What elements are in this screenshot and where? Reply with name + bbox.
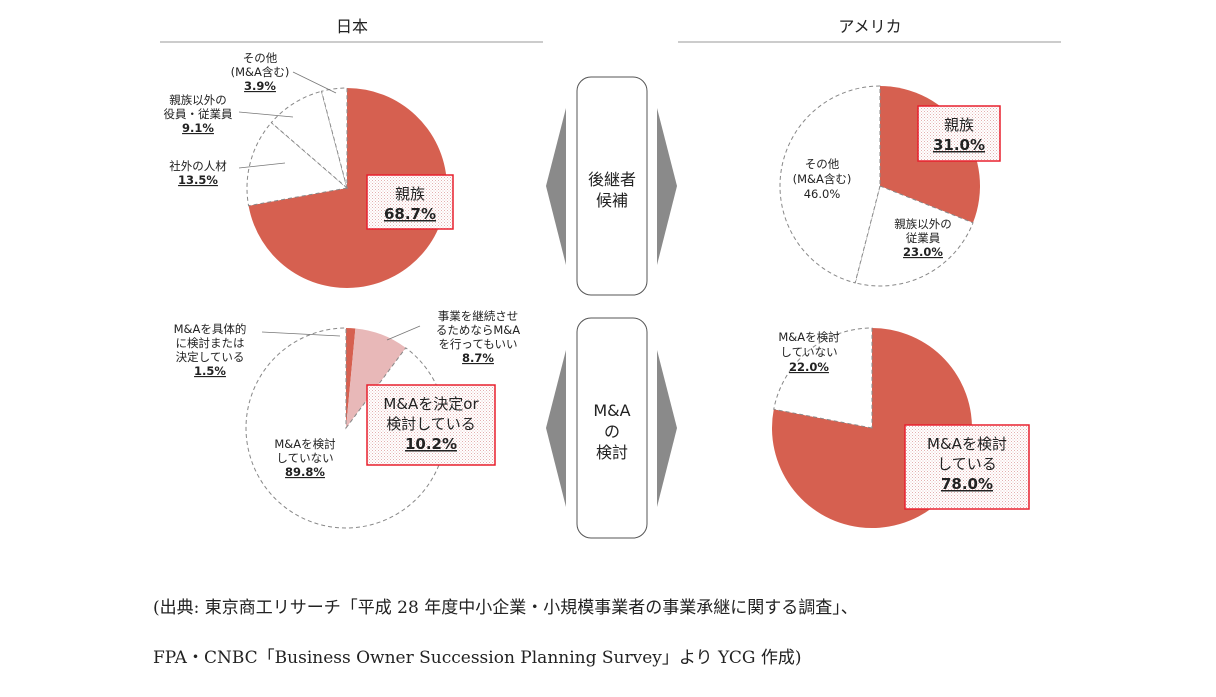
jp-other-label-text: (M&A含む) — [231, 65, 290, 79]
source-line-2: FPA・CNBC「Business Owner Succession Plann… — [153, 648, 802, 668]
pie-slice — [248, 88, 447, 288]
jp-ma-callout-value: 10.2% — [405, 435, 457, 453]
us-kin-label-value: 31.0% — [933, 136, 985, 154]
us-ma-yes-label-value: 78.0% — [941, 475, 993, 493]
jp-ma-no-label-text: していない — [276, 451, 333, 465]
jp-ma-callout — [366, 384, 496, 466]
us-ma-yes-label — [904, 424, 1030, 510]
us-kin-label — [917, 105, 1001, 162]
pie-slice — [854, 185, 974, 287]
jp-ma-callout-box — [366, 384, 496, 466]
us-ma-yes-label-text: M&Aを検討 — [927, 435, 1007, 453]
successor-label-1: 後継者 — [588, 170, 636, 189]
jp-successor-pie — [246, 87, 447, 288]
jp-ma-callout-text: 検討している — [386, 415, 476, 433]
jp-nonkin-staff-label-text: 役員・従業員 — [164, 107, 233, 121]
us-nonkin-staff-label-text: 従業員 — [906, 231, 941, 245]
pie-slice — [320, 87, 348, 189]
pie-slice — [270, 90, 348, 190]
left-arrow-icon — [546, 350, 566, 507]
pie-slice — [246, 121, 349, 207]
leader-line — [386, 325, 421, 341]
us-other-label-text: (M&A含む) — [793, 172, 852, 186]
us-ma-no-label-text: M&Aを検討 — [778, 330, 839, 344]
us-kin-label-text: 親族 — [944, 116, 974, 134]
source-line-1: (出典: 東京商工リサーチ「平成 28 年度中小企業・小規模事業者の事業承継に関… — [153, 598, 858, 618]
us-other-label-value: 46.0% — [804, 187, 841, 201]
right-arrow-icon — [657, 108, 677, 265]
jp-kin-label-box — [366, 174, 454, 230]
ma-label-2: の — [604, 422, 620, 441]
jp-nonkin-staff-label-value: 9.1% — [182, 121, 214, 135]
us-ma-yes-label-text: している — [937, 455, 997, 473]
jp-other-label-text: その他 — [243, 51, 278, 65]
jp-ma-callout-text: M&Aを決定or — [383, 395, 479, 413]
us-kin-label-box — [917, 105, 1001, 162]
leader-line — [238, 162, 286, 169]
us-ma-no-label-value: 22.0% — [789, 360, 829, 374]
jp-outside-talent-label-value: 13.5% — [178, 173, 218, 187]
successor-center: 後継者 候補 — [546, 76, 677, 296]
jp-outside-talent-label-text: 社外の人材 — [169, 159, 227, 173]
ma-label-3: 検討 — [596, 443, 628, 462]
leader-line — [238, 111, 294, 118]
successor-box — [576, 76, 648, 296]
pie-slice — [346, 328, 406, 428]
header-japan: 日本 — [336, 17, 368, 36]
ma-box — [576, 317, 648, 539]
pie-charts: 親族68.7%社外の人材13.5%親族以外の役員・従業員9.1%その他(M&A含… — [164, 51, 1030, 529]
jp-ma-decided-label-text: 決定している — [176, 350, 245, 364]
jp-kin-label-value: 68.7% — [384, 205, 436, 223]
jp-kin-label-text: 親族 — [395, 185, 425, 203]
header-usa: アメリカ — [838, 17, 901, 36]
jp-ma-decided-label-text: に検討または — [176, 336, 245, 350]
jp-ma-acceptable-label-text: を行ってもいい — [438, 337, 517, 351]
pie-slice — [773, 327, 873, 429]
leader-line — [261, 331, 341, 337]
us-ma-no-label-text: していない — [780, 345, 837, 359]
us-nonkin-staff-label-value: 23.0% — [903, 245, 943, 259]
jp-other-label-value: 3.9% — [244, 79, 276, 93]
left-arrow-icon — [546, 108, 566, 265]
jp-ma-acceptable-label-text: るためならM&A — [436, 323, 520, 337]
jp-ma-acceptable-label-text: 事業を継続させ — [438, 309, 519, 323]
jp-ma-decided-label-value: 1.5% — [194, 364, 226, 378]
jp-ma-decided-label-text: M&Aを具体的 — [174, 322, 247, 336]
ma-center: M&A の 検討 — [546, 317, 677, 539]
jp-kin-label — [366, 174, 454, 230]
jp-ma-no-label-text: M&Aを検討 — [274, 437, 335, 451]
leader-line — [292, 71, 337, 94]
pie-slice — [346, 328, 356, 428]
jp-ma-acceptable-label-value: 8.7% — [462, 351, 494, 365]
pie-slice — [779, 85, 881, 284]
us-ma-yes-label-box — [904, 424, 1030, 510]
successor-label-2: 候補 — [596, 191, 628, 210]
right-arrow-icon — [657, 350, 677, 507]
ma-label-1: M&A — [593, 401, 630, 420]
jp-nonkin-staff-label-text: 親族以外の — [169, 93, 227, 107]
us-other-label-text: その他 — [805, 157, 840, 171]
us-nonkin-staff-label-text: 親族以外の — [894, 217, 952, 231]
jp-ma-no-label-value: 89.8% — [285, 465, 325, 479]
